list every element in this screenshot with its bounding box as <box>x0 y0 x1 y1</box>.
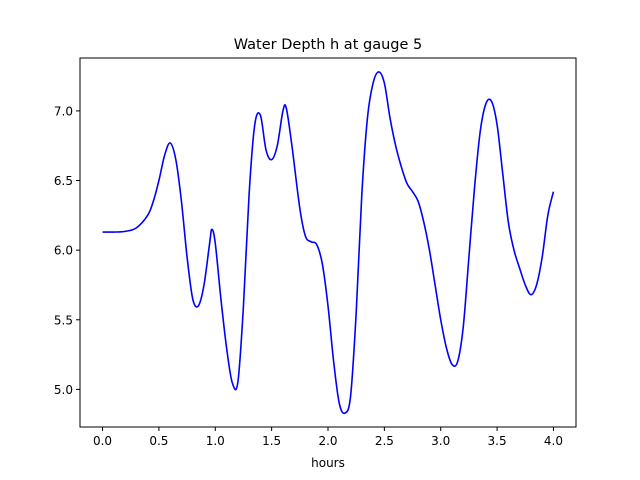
x-axis-label: hours <box>311 456 345 470</box>
data-layer <box>102 71 555 415</box>
y-tick-label: 7.0 <box>54 104 73 118</box>
y-tick-label: 5.5 <box>54 313 73 327</box>
y-tick-label: 6.5 <box>54 174 73 188</box>
x-tick-label: 1.5 <box>262 434 281 448</box>
x-tick-label: 4.0 <box>544 434 563 448</box>
series-line-0 <box>102 71 555 415</box>
y-tick-label: 6.0 <box>54 244 73 258</box>
x-tick-label: 0.5 <box>149 434 168 448</box>
x-tick-label: 2.0 <box>318 434 337 448</box>
x-tick-label: 3.5 <box>488 434 507 448</box>
x-tick-label: 3.0 <box>431 434 450 448</box>
chart-title: Water Depth h at gauge 5 <box>234 37 422 53</box>
x-tick-label: 1.0 <box>206 434 225 448</box>
x-tick-label: 0.0 <box>93 434 112 448</box>
x-tick-label: 2.5 <box>375 434 394 448</box>
plot-area <box>80 58 576 427</box>
axes-frame <box>79 57 577 428</box>
y-tick-label: 5.0 <box>54 383 73 397</box>
ticks-layer: 0.0 0.5 1.0 1.5 2.0 2.5 3.0 3.5 4.0 5.0 5.5 6.0 6.5 7… <box>54 104 563 448</box>
